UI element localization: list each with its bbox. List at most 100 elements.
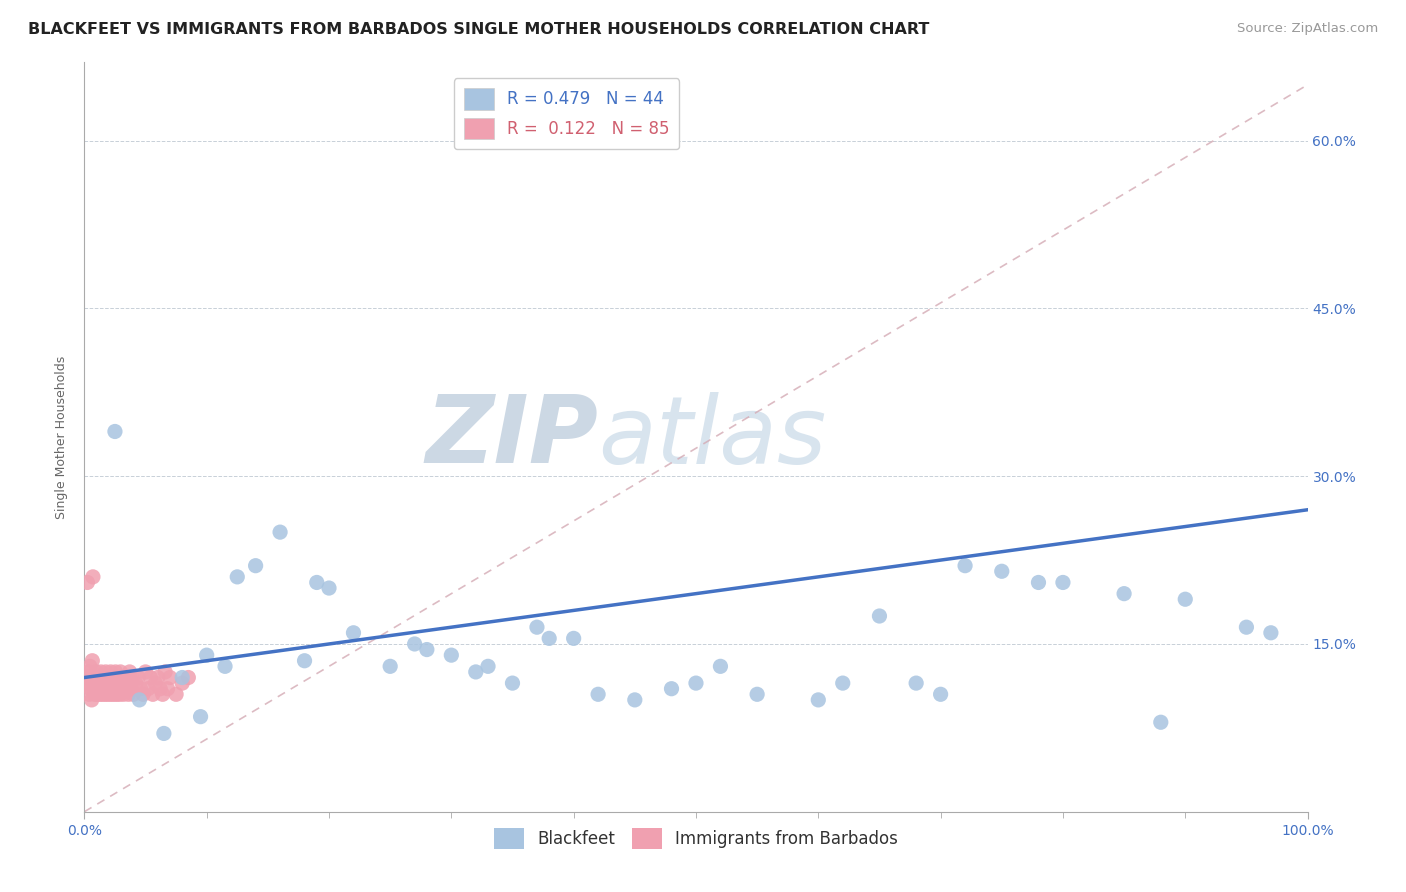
Point bbox=[83, 687, 105, 701]
Point bbox=[87, 676, 110, 690]
Point bbox=[93, 671, 115, 685]
Point bbox=[97, 676, 120, 690]
Point bbox=[79, 659, 101, 673]
Point bbox=[80, 671, 103, 685]
Text: Source: ZipAtlas.com: Source: ZipAtlas.com bbox=[1237, 22, 1378, 36]
Point bbox=[105, 681, 128, 696]
Point bbox=[129, 681, 152, 696]
Point bbox=[91, 687, 114, 701]
Point bbox=[114, 676, 136, 690]
Point bbox=[103, 671, 125, 685]
Point bbox=[97, 671, 120, 685]
Point bbox=[709, 659, 731, 673]
Point bbox=[136, 681, 159, 696]
Point bbox=[100, 681, 122, 696]
Point bbox=[159, 671, 181, 685]
Point bbox=[96, 671, 118, 685]
Point bbox=[89, 687, 111, 701]
Point bbox=[96, 681, 118, 696]
Point bbox=[1236, 620, 1258, 634]
Point bbox=[132, 687, 155, 701]
Point bbox=[79, 681, 101, 696]
Point bbox=[77, 687, 100, 701]
Point bbox=[226, 570, 249, 584]
Point bbox=[127, 671, 149, 685]
Point bbox=[624, 693, 647, 707]
Point bbox=[86, 671, 108, 685]
Point bbox=[152, 687, 174, 701]
Point bbox=[82, 570, 104, 584]
Point bbox=[905, 676, 928, 690]
Point bbox=[747, 687, 769, 701]
Point bbox=[83, 671, 105, 685]
Point bbox=[153, 665, 176, 679]
Point bbox=[94, 687, 117, 701]
Point bbox=[305, 575, 328, 590]
Point bbox=[342, 625, 364, 640]
Point bbox=[91, 671, 114, 685]
Point bbox=[156, 681, 179, 696]
Point bbox=[245, 558, 267, 573]
Point bbox=[526, 620, 548, 634]
Point bbox=[82, 654, 104, 668]
Point bbox=[214, 659, 236, 673]
Point bbox=[661, 681, 683, 696]
Point bbox=[105, 687, 128, 701]
Point bbox=[76, 671, 98, 685]
Point bbox=[177, 671, 200, 685]
Point bbox=[929, 687, 952, 701]
Point bbox=[122, 687, 145, 701]
Point bbox=[101, 671, 124, 685]
Point bbox=[100, 665, 122, 679]
Point bbox=[165, 687, 187, 701]
Point bbox=[404, 637, 426, 651]
Legend: Blackfeet, Immigrants from Barbados: Blackfeet, Immigrants from Barbados bbox=[488, 822, 904, 855]
Point bbox=[991, 564, 1014, 578]
Point bbox=[77, 676, 100, 690]
Point bbox=[84, 665, 107, 679]
Point bbox=[104, 687, 127, 701]
Point bbox=[807, 693, 830, 707]
Point bbox=[190, 709, 212, 723]
Point bbox=[93, 681, 115, 696]
Y-axis label: Single Mother Households: Single Mother Households bbox=[55, 355, 69, 519]
Point bbox=[269, 525, 291, 540]
Point bbox=[869, 609, 891, 624]
Point bbox=[91, 676, 114, 690]
Point bbox=[110, 665, 132, 679]
Point bbox=[139, 671, 162, 685]
Point bbox=[143, 676, 166, 690]
Point bbox=[464, 665, 486, 679]
Point bbox=[1114, 587, 1136, 601]
Point bbox=[172, 676, 194, 690]
Point bbox=[120, 681, 142, 696]
Point bbox=[1260, 625, 1282, 640]
Point bbox=[135, 665, 157, 679]
Point bbox=[87, 671, 110, 685]
Point bbox=[80, 693, 103, 707]
Point bbox=[101, 676, 124, 690]
Point bbox=[98, 687, 121, 701]
Point bbox=[153, 726, 176, 740]
Point bbox=[318, 581, 340, 595]
Point bbox=[87, 687, 110, 701]
Point bbox=[440, 648, 463, 662]
Point bbox=[294, 654, 316, 668]
Point bbox=[101, 687, 124, 701]
Point bbox=[86, 681, 108, 696]
Point bbox=[416, 642, 439, 657]
Point bbox=[117, 687, 139, 701]
Point bbox=[108, 681, 131, 696]
Point bbox=[562, 632, 585, 646]
Point bbox=[98, 681, 121, 696]
Point bbox=[108, 687, 131, 701]
Text: ZIP: ZIP bbox=[425, 391, 598, 483]
Point bbox=[1052, 575, 1074, 590]
Point bbox=[142, 687, 165, 701]
Point bbox=[831, 676, 853, 690]
Point bbox=[477, 659, 499, 673]
Point bbox=[107, 676, 129, 690]
Point bbox=[103, 681, 125, 696]
Point bbox=[125, 676, 148, 690]
Point bbox=[97, 687, 120, 701]
